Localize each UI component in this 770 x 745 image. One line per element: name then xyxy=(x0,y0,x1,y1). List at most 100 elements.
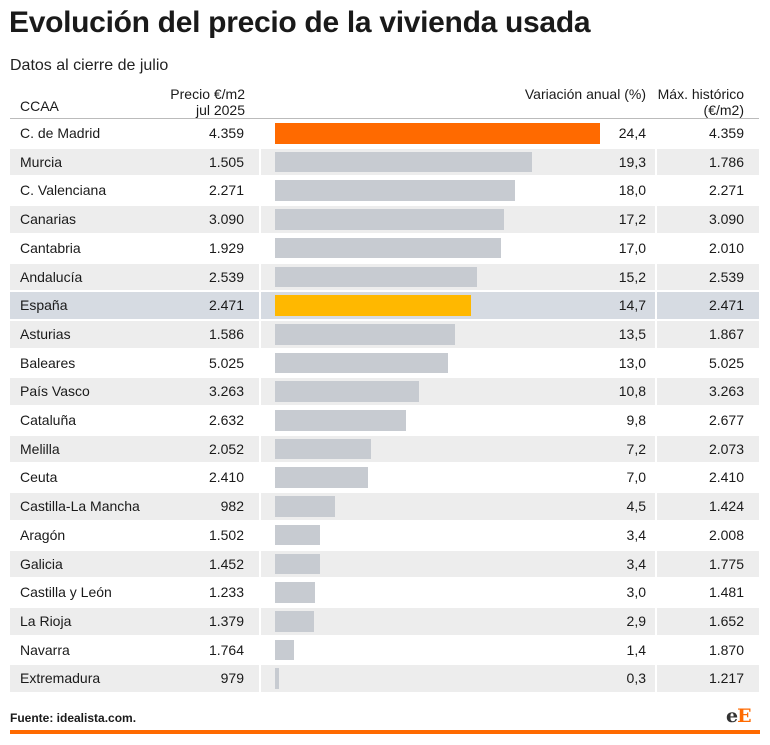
variation-bar xyxy=(275,582,315,603)
row-divider xyxy=(259,320,261,348)
row-divider xyxy=(655,263,657,291)
price-value: 1.502 xyxy=(208,526,244,543)
variation-bar xyxy=(275,180,515,202)
region-name: Navarra xyxy=(20,641,70,658)
row-background xyxy=(10,522,759,549)
row-divider xyxy=(259,636,261,664)
variation-bar xyxy=(275,295,471,316)
variation-value: 9,8 xyxy=(626,412,646,428)
table-row: Castilla y León 1.233 3,0 1.481 xyxy=(0,578,770,607)
max-historic-value: 2.410 xyxy=(708,469,744,486)
variation-bar xyxy=(275,639,294,661)
region-name: Andalucía xyxy=(20,268,83,285)
variation-value: 3,4 xyxy=(626,555,646,572)
chart-title: Evolución del precio de la vivienda usad… xyxy=(9,6,591,39)
row-divider xyxy=(655,435,657,463)
price-value: 2.471 xyxy=(208,297,244,314)
max-historic-value: 1.652 xyxy=(708,612,744,629)
region-name: C. Valenciana xyxy=(20,182,107,199)
publisher-logo: eE xyxy=(726,705,752,727)
row-divider xyxy=(655,349,657,377)
table-row: España 2.471 14,7 2.471 xyxy=(0,291,770,320)
variation-value: 3,4 xyxy=(626,526,646,543)
row-background xyxy=(10,607,759,635)
max-historic-value: 1.481 xyxy=(708,584,744,601)
header-divider xyxy=(10,118,759,119)
price-value: 2.410 xyxy=(208,469,244,486)
table-row: Galicia 1.452 3,4 1.775 xyxy=(0,550,770,579)
row-background xyxy=(10,637,759,664)
variation-bar xyxy=(275,467,369,489)
table-row: Ceuta 2.410 7,0 2.410 xyxy=(0,463,770,492)
row-divider xyxy=(655,521,657,549)
row-divider xyxy=(259,349,261,377)
price-value: 1.452 xyxy=(208,555,244,572)
price-value: 3.090 xyxy=(208,211,244,228)
max-historic-value: 2.271 xyxy=(708,182,744,199)
price-value: 5.025 xyxy=(208,354,244,371)
region-name: Cataluña xyxy=(20,412,77,428)
variation-bar xyxy=(275,209,505,230)
table-row: La Rioja 1.379 2,9 1.652 xyxy=(0,607,770,636)
column-header-max: Máx. histórico (€/m2) xyxy=(650,86,744,118)
variation-value: 7,2 xyxy=(626,440,646,457)
table-row: Navarra 1.764 1,4 1.870 xyxy=(0,636,770,665)
region-name: País Vasco xyxy=(20,383,90,400)
price-value: 2.271 xyxy=(208,182,244,199)
row-divider xyxy=(655,579,657,606)
row-divider xyxy=(655,464,657,492)
variation-bar xyxy=(275,524,321,546)
variation-value: 2,9 xyxy=(626,612,646,629)
source-note: Fuente: idealista.com. xyxy=(10,711,137,725)
row-divider xyxy=(259,407,261,434)
column-header-price-line2: jul 2025 xyxy=(195,102,245,118)
price-value: 2.052 xyxy=(208,440,244,457)
table-row: C. de Madrid 4.359 24,4 4.359 xyxy=(0,119,770,148)
max-historic-value: 2.073 xyxy=(708,440,744,457)
variation-bar xyxy=(275,323,455,345)
max-historic-value: 1.775 xyxy=(708,555,744,572)
table-row: Cataluña 2.632 9,8 2.677 xyxy=(0,406,770,435)
variation-bar xyxy=(275,410,406,431)
price-value: 979 xyxy=(220,670,244,687)
row-divider xyxy=(655,177,657,205)
variation-value: 19,3 xyxy=(618,153,646,170)
row-background xyxy=(10,493,759,520)
price-value: 1.379 xyxy=(208,612,244,629)
price-value: 2.632 xyxy=(208,412,244,428)
row-divider xyxy=(655,378,657,405)
row-divider xyxy=(259,234,261,262)
variation-value: 14,7 xyxy=(618,297,646,314)
row-divider xyxy=(259,292,261,319)
row-divider xyxy=(655,320,657,348)
row-divider xyxy=(259,378,261,405)
variation-bar xyxy=(275,352,449,374)
max-historic-value: 1.217 xyxy=(708,670,744,687)
data-table: C. de Madrid 4.359 24,4 4.359 Murcia 1.505 19,… xyxy=(0,119,770,693)
table-row: Baleares 5.025 13,0 5.025 xyxy=(0,349,770,378)
row-divider xyxy=(259,665,261,692)
price-value: 4.359 xyxy=(208,125,244,141)
region-name: Extremadura xyxy=(20,670,101,687)
row-divider xyxy=(259,550,261,578)
column-header-price: Precio €/m2 jul 2025 xyxy=(150,86,245,118)
table-row: Castilla-La Mancha 982 4,5 1.424 xyxy=(0,492,770,521)
table-row: C. Valenciana 2.271 18,0 2.271 xyxy=(0,176,770,205)
row-background xyxy=(10,665,759,692)
variation-bar xyxy=(275,438,371,460)
max-historic-value: 2.539 xyxy=(708,268,744,285)
row-divider xyxy=(259,263,261,291)
logo-letter-e: e xyxy=(726,705,738,727)
variation-value: 18,0 xyxy=(618,182,646,199)
row-background xyxy=(10,579,759,606)
row-divider xyxy=(655,206,657,233)
row-divider xyxy=(259,435,261,463)
row-divider xyxy=(259,493,261,520)
table-row: Asturias 1.586 13,5 1.867 xyxy=(0,320,770,349)
variation-bar xyxy=(275,266,478,288)
max-historic-value: 2.471 xyxy=(708,297,744,314)
variation-value: 7,0 xyxy=(626,469,646,486)
max-historic-value: 1.867 xyxy=(708,325,744,342)
row-divider xyxy=(655,607,657,635)
variation-value: 10,8 xyxy=(618,383,646,400)
